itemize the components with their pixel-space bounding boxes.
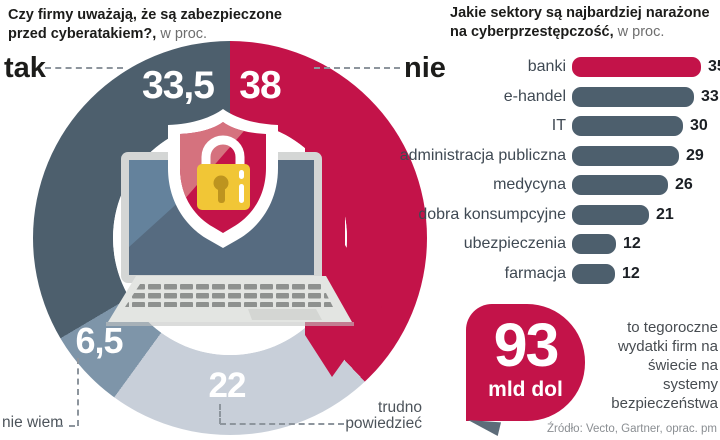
padlock-icon [197, 135, 250, 210]
left-chart-title: Czy firmy uważają, że są zabezpieczone p… [8, 6, 328, 44]
bar-value: 26 [675, 176, 693, 193]
bar-label: e-handel [503, 88, 566, 105]
bar [572, 57, 701, 77]
badge-description: to tegoroczne wydatki firm na świecie na… [611, 319, 718, 412]
leader-line-nie-wiem-v [77, 358, 79, 426]
shield-icon [168, 109, 278, 248]
bar-value: 35 [708, 58, 720, 75]
bar-label: medycyna [493, 176, 566, 193]
bar [572, 87, 694, 107]
bar [572, 264, 615, 284]
badge-value: 93 [493, 311, 560, 379]
bar-label: dobra konsumpcyjne [418, 206, 566, 223]
source-line: Źródło: Vecto, Gartner, oprac. pm [546, 423, 717, 435]
bar [572, 234, 616, 254]
right-title-unit: w proc. [613, 24, 665, 40]
bar-label: administracja publiczna [399, 147, 566, 164]
bar-label: banki [527, 58, 566, 75]
leader-line-trudno-h [220, 423, 344, 425]
trackpad [248, 309, 322, 320]
right-title-line1: Jakie sektory są najbardziej narażone [450, 5, 710, 21]
bar [572, 175, 668, 195]
spending-badge: 93 mld dol [466, 304, 585, 421]
bar-value: 12 [622, 265, 640, 282]
bar-value: 29 [686, 147, 704, 164]
label-trudno-powiedziec: trudno powiedzieć [345, 399, 422, 432]
bar-value: 21 [656, 206, 674, 223]
bar-value: 12 [623, 235, 641, 252]
slice-value-tak: 33,5 [142, 64, 215, 107]
right-chart-title: Jakie sektory są najbardziej narażone na… [450, 4, 718, 42]
slice-value-nie: 38 [239, 64, 281, 107]
left-title-line1: Czy firmy uważają, że są zabezpieczone [8, 7, 282, 23]
badge-unit: mld dol [488, 378, 563, 401]
right-title-line2: na cyberprzestępczość, [450, 24, 614, 40]
badge-fold-shadow [468, 420, 501, 436]
leader-line-tak [45, 67, 123, 69]
leader-line-nie [314, 67, 400, 69]
bar-value: 33 [701, 88, 719, 105]
bar [572, 116, 683, 136]
left-title-line2: przed cyberatakiem?, [8, 26, 157, 42]
label-nie-wiem: nie wiem [2, 414, 64, 431]
slice-value-trudno: 22 [208, 366, 247, 405]
bar-label: ubezpieczenia [463, 235, 566, 252]
bar [572, 205, 649, 225]
left-title-unit: w proc. [156, 26, 208, 42]
laptop-shield-illustration [106, 109, 382, 377]
bar-value: 30 [690, 117, 708, 134]
bar [572, 146, 679, 166]
answer-label-nie: nie [404, 52, 446, 84]
bar-label: farmacja [504, 265, 566, 282]
leader-line-trudno-v [219, 404, 221, 424]
keyboard-keys [125, 281, 333, 307]
bar-label: IT [551, 117, 566, 134]
slice-value-nie-wiem: 6,5 [75, 320, 123, 361]
answer-label-tak: tak [4, 52, 46, 84]
leader-line-nie-wiem-h [57, 425, 75, 427]
